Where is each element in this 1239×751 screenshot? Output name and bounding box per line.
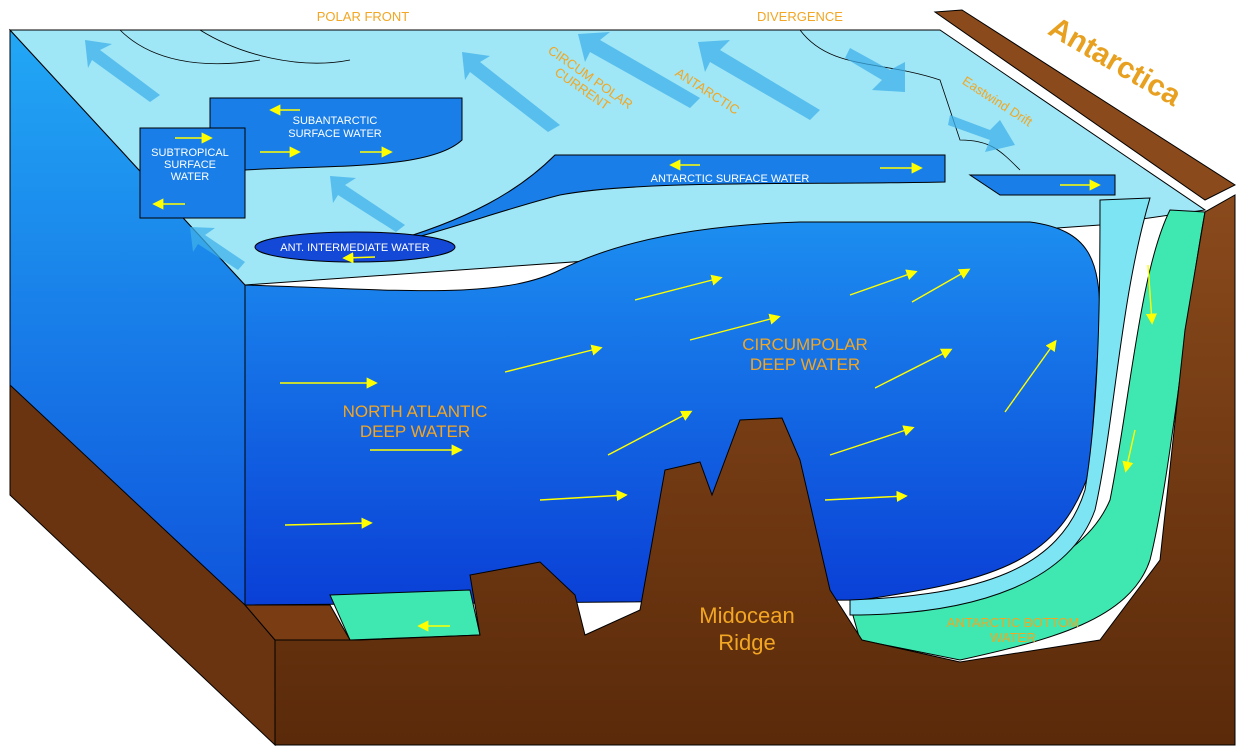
- label: NORTH ATLANTIC: [343, 402, 488, 421]
- label: Ridge: [718, 630, 775, 655]
- surface-ripple: [119, 29, 1021, 171]
- flow-arrow: [824, 490, 908, 503]
- label: SUBANTARCTIC: [293, 115, 378, 127]
- seafloor-front: [274, 194, 1236, 746]
- surface-arrow: [578, 32, 700, 108]
- label: ANT. INTERMEDIATE WATER: [280, 242, 430, 254]
- surface-arrow: [190, 227, 245, 270]
- label: DIVERGENCE: [757, 9, 843, 24]
- label: DEEP WATER: [360, 422, 470, 441]
- label: ANTARCTIC SURFACE WATER: [651, 173, 810, 185]
- label: ANTARCTIC BOTTOM: [947, 615, 1079, 630]
- label: Midocean: [699, 603, 794, 628]
- surface-currents: [85, 32, 1015, 270]
- label: DEEP WATER: [750, 355, 860, 374]
- flow-arrow: [284, 517, 373, 529]
- flow-arrow: [1145, 264, 1157, 325]
- left-bottom-water: [329, 589, 481, 641]
- flow-arrow: [607, 410, 693, 456]
- flow-arrow: [342, 252, 376, 264]
- antarctica-wall: [933, 9, 1237, 201]
- flow-arrow: [874, 348, 953, 389]
- flow-arrows: [152, 104, 1157, 632]
- surface-arrow: [330, 176, 405, 232]
- surface-arrow: [462, 52, 560, 132]
- flow-arrow: [689, 313, 781, 341]
- flow-arrow: [1004, 339, 1057, 413]
- deep-water: [244, 221, 1101, 606]
- flow-arrow: [849, 269, 918, 296]
- surface-arrow: [698, 40, 820, 120]
- surface-arrow: [845, 48, 905, 92]
- flow-arrow: [539, 489, 628, 502]
- label: SURFACE WATER: [288, 128, 382, 140]
- label: WATER: [990, 630, 1036, 645]
- flow-arrow: [504, 344, 603, 373]
- flow-arrow: [1122, 429, 1136, 473]
- label: POLAR FRONT: [317, 9, 410, 24]
- antarctic-surface-band-right: [968, 174, 1116, 196]
- surface-arrow: [85, 40, 160, 102]
- label: CIRCUMPOLAR: [742, 335, 868, 354]
- flow-arrow: [634, 274, 723, 301]
- surface-arrow: [948, 115, 1015, 152]
- flow-arrow: [829, 425, 915, 456]
- antarctic-surface-band: [379, 154, 946, 246]
- label: SURFACE: [164, 159, 216, 171]
- intermediate-water: [254, 231, 456, 263]
- label: WATER: [171, 171, 210, 183]
- slope-water: [849, 197, 1151, 616]
- flow-arrow: [911, 268, 971, 303]
- label: SUBTROPICAL: [151, 147, 229, 159]
